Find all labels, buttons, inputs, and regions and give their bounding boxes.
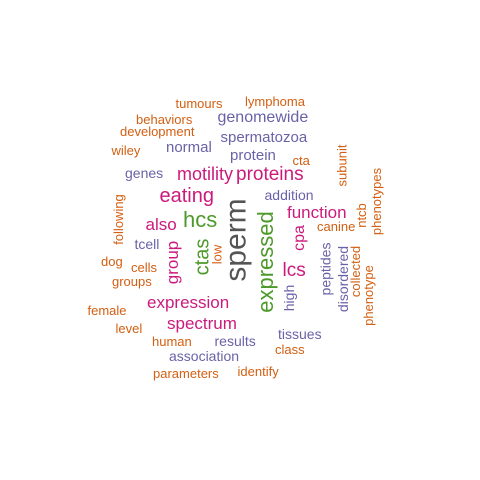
word-canine: canine [317,218,356,234]
word-ntcb: ntcb [353,202,369,228]
word-genomewide: genomewide [217,109,309,126]
word-group: group [162,240,182,284]
word-level: level [115,320,143,336]
word-phenotypes: phenotypes [368,167,384,235]
word-cta: cta [292,152,310,168]
word-wiley: wiley [111,142,141,158]
word-parameters: parameters [153,365,219,381]
word-tumours: tumours [175,95,223,111]
word-identify: identify [237,363,279,379]
word-also: also [145,214,177,234]
word-motility: motility [177,164,234,184]
word-collected: collected [347,245,363,297]
word-subunit: subunit [334,144,350,186]
word-development: development [120,123,195,139]
word-proteins: proteins [236,163,304,185]
word-eating: eating [159,185,215,207]
word-groups: groups [112,273,152,289]
word-lymphoma: lymphoma [245,93,305,109]
word-spermatozoa: spermatozoa [220,128,308,146]
word-association: association [169,348,240,364]
word-low: low [209,244,225,264]
word-tissues: tissues [278,326,322,342]
word-results: results [214,333,256,349]
word-hcs: hcs [183,207,218,232]
word-tcell: tcell [134,236,160,252]
word-high: high [281,284,298,312]
word-human: human [152,333,192,349]
word-lcs: lcs [282,259,306,281]
word-behaviors: behaviors [136,111,193,127]
word-phenotype: phenotype [360,264,376,326]
word-expressed: expressed [252,211,278,313]
word-cpa: cpa [290,225,308,251]
word-protein: protein [230,146,276,164]
word-addition: addition [264,187,314,203]
word-following: following [110,193,126,245]
word-sperm: sperm [219,198,253,282]
word-dog: dog [101,253,123,269]
word-peptides: peptides [316,242,333,296]
word-expression: expression [147,292,230,312]
word-female: female [87,302,127,318]
word-normal: normal [166,138,212,156]
word-cells: cells [131,259,158,275]
word-function: function [287,202,347,222]
word-genes: genes [125,165,164,181]
word-class: class [275,341,305,357]
word-spectrum: spectrum [167,313,237,333]
